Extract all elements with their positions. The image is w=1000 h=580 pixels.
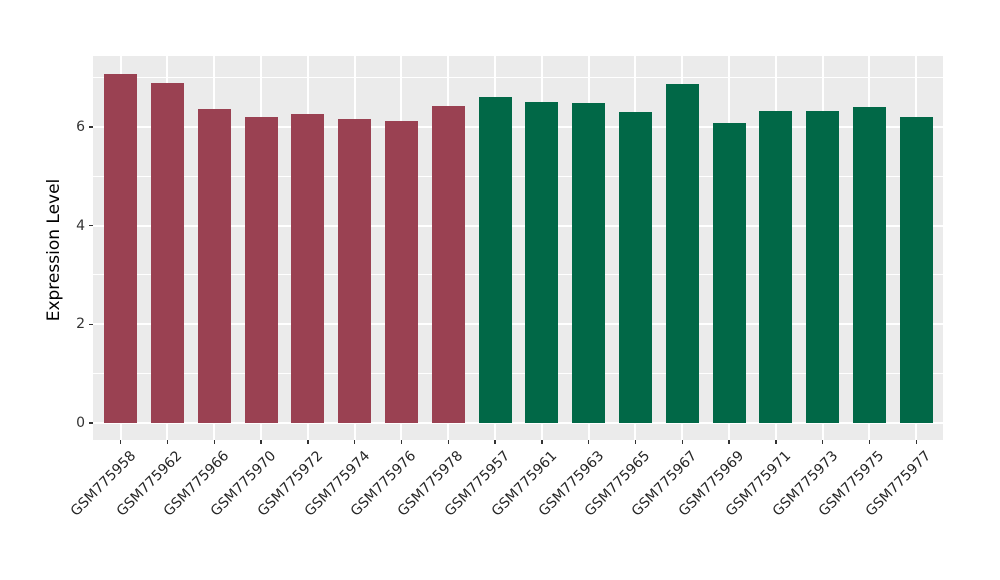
gridline-minor-y-5 <box>93 175 943 177</box>
y-tick-mark-2 <box>89 323 93 326</box>
x-tick-mark-GSM775966 <box>213 440 215 444</box>
gridline-minor-y-7 <box>93 77 943 79</box>
x-tick-mark-GSM775974 <box>353 440 356 444</box>
bar-GSM775976 <box>384 121 418 423</box>
gridline-major-y-6 <box>93 125 943 128</box>
bar-GSM775966 <box>197 108 231 423</box>
x-tick-mark-GSM775961 <box>541 440 543 444</box>
y-tick-label-6: 6 <box>76 118 85 135</box>
x-tick-mark-GSM775957 <box>494 440 496 444</box>
x-tick-mark-GSM775976 <box>400 440 403 444</box>
bar-GSM775973 <box>806 111 840 423</box>
gridline-major-y-2 <box>93 323 943 326</box>
x-tick-mark-GSM775962 <box>166 440 169 444</box>
x-tick-mark-GSM775972 <box>307 440 309 444</box>
bar-GSM775961 <box>525 101 559 423</box>
bar-GSM775971 <box>759 111 793 423</box>
bar-GSM775978 <box>431 105 465 423</box>
gridline-minor-y-3 <box>93 274 943 276</box>
x-tick-mark-GSM775967 <box>681 440 683 444</box>
bar-GSM775970 <box>244 116 278 423</box>
bar-GSM775963 <box>572 102 606 423</box>
gridline-minor-y-1 <box>93 373 943 375</box>
bar-GSM775977 <box>899 117 933 423</box>
bar-GSM775972 <box>291 114 325 423</box>
y-tick-label-4: 4 <box>76 217 85 234</box>
bar-GSM775975 <box>852 107 886 423</box>
x-tick-mark-GSM775973 <box>821 440 824 444</box>
bar-GSM775967 <box>665 84 699 423</box>
bar-GSM775958 <box>104 73 138 423</box>
y-axis-title: Expression Level <box>44 178 64 322</box>
y-tick-label-0: 0 <box>76 415 85 431</box>
y-tick-label-2: 2 <box>76 316 85 333</box>
plot-panel <box>93 56 943 440</box>
gridline-major-y-4 <box>93 224 943 227</box>
bar-GSM775962 <box>150 83 184 423</box>
bar-GSM775957 <box>478 96 512 423</box>
x-tick-mark-GSM775963 <box>587 440 590 444</box>
bar-GSM775965 <box>618 111 652 423</box>
bar-GSM775974 <box>338 119 372 423</box>
y-tick-mark-0 <box>89 422 93 424</box>
x-tick-mark-GSM775971 <box>775 440 777 444</box>
x-tick-mark-GSM775965 <box>634 440 637 444</box>
x-tick-mark-GSM775969 <box>728 440 730 444</box>
y-tick-mark-6 <box>89 126 93 128</box>
x-tick-mark-GSM775970 <box>260 440 262 444</box>
x-tick-mark-GSM775977 <box>915 440 917 444</box>
gridline-major-y-0 <box>93 422 943 424</box>
x-tick-mark-GSM775958 <box>119 440 122 444</box>
bar-GSM775969 <box>712 122 746 423</box>
y-tick-mark-4 <box>89 224 93 227</box>
x-tick-mark-GSM775975 <box>868 440 871 444</box>
x-tick-mark-GSM775978 <box>447 440 449 444</box>
